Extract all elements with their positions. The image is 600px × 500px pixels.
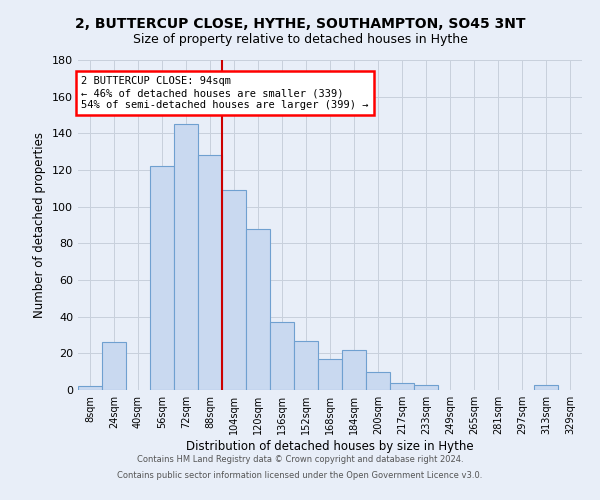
- Bar: [102, 342, 126, 390]
- Bar: [534, 384, 558, 390]
- Bar: [366, 372, 390, 390]
- Bar: [414, 384, 438, 390]
- Bar: [294, 340, 318, 390]
- Bar: [78, 386, 102, 390]
- Text: Size of property relative to detached houses in Hythe: Size of property relative to detached ho…: [133, 32, 467, 46]
- Bar: [342, 350, 366, 390]
- Bar: [246, 228, 270, 390]
- Text: Contains HM Land Registry data © Crown copyright and database right 2024.: Contains HM Land Registry data © Crown c…: [137, 456, 463, 464]
- Text: 2, BUTTERCUP CLOSE, HYTHE, SOUTHAMPTON, SO45 3NT: 2, BUTTERCUP CLOSE, HYTHE, SOUTHAMPTON, …: [75, 18, 525, 32]
- Bar: [390, 382, 414, 390]
- Bar: [150, 166, 174, 390]
- Bar: [318, 359, 342, 390]
- Text: 2 BUTTERCUP CLOSE: 94sqm
← 46% of detached houses are smaller (339)
54% of semi-: 2 BUTTERCUP CLOSE: 94sqm ← 46% of detach…: [81, 76, 368, 110]
- Text: Contains public sector information licensed under the Open Government Licence v3: Contains public sector information licen…: [118, 470, 482, 480]
- Bar: [174, 124, 198, 390]
- Y-axis label: Number of detached properties: Number of detached properties: [34, 132, 46, 318]
- Bar: [198, 156, 222, 390]
- Bar: [270, 322, 294, 390]
- X-axis label: Distribution of detached houses by size in Hythe: Distribution of detached houses by size …: [186, 440, 474, 453]
- Bar: [222, 190, 246, 390]
